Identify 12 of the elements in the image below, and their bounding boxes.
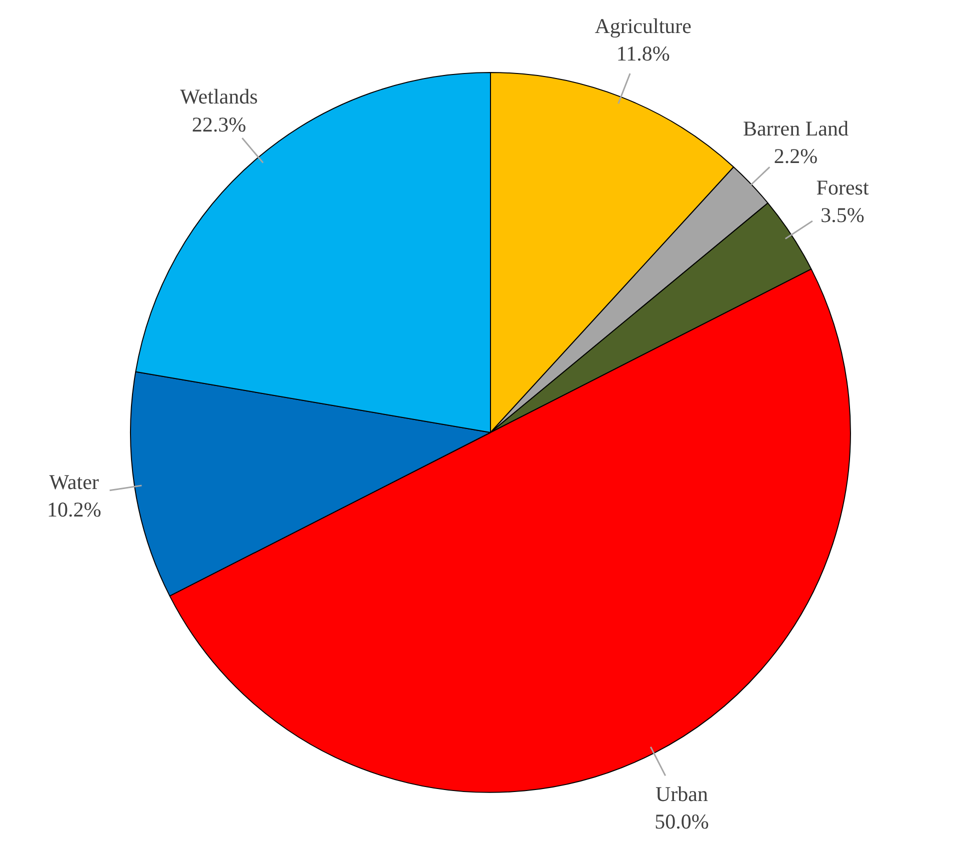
slice-label: Urban <box>655 782 708 806</box>
data-label: 22.3% <box>192 112 246 136</box>
slice-label: Barren Land <box>742 116 849 140</box>
data-label: 11.8% <box>616 42 670 66</box>
data-label: 10.2% <box>46 498 102 522</box>
slice-label: Water <box>49 470 99 494</box>
data-label: 3.5% <box>820 203 864 228</box>
slice-label: Agriculture <box>594 14 692 38</box>
slice-label: Wetlands <box>180 84 258 109</box>
data-label: 2.2% <box>774 144 818 168</box>
data-label: 50.0% <box>654 810 709 834</box>
slice-label: Forest <box>816 175 869 200</box>
